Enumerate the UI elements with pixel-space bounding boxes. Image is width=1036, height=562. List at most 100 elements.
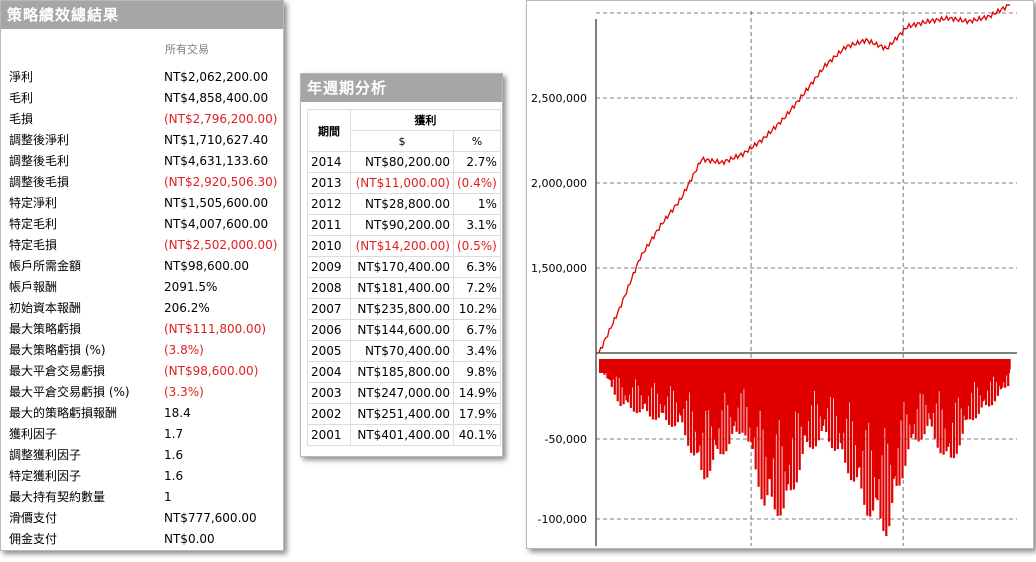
annual-analysis-panel: 年週期分析 期間 獲利 $ % 2014 NT$80,200.00 2.7% 2013… [300,73,503,457]
drawdown-bar [823,359,826,420]
drawdown-bar [786,359,790,485]
drawdown-bar [712,359,715,460]
annual-amount-cell: NT$80,200.00 [350,151,454,173]
summary-row-value: 1 [164,490,172,504]
annual-year-cell: 2010 [307,235,351,257]
annual-percent-cell: 7.2% [453,277,501,299]
summary-row-value: (NT$98,600.00) [164,364,259,378]
drawdown-bar [957,359,960,398]
drawdown-bar [748,359,751,428]
annual-percent-cell: 6.3% [453,256,501,278]
summary-row-label: 特定淨利 [9,196,58,210]
drawdown-bar [628,359,631,395]
drawdown-bar [825,359,828,432]
summary-row: 淨利 NT$2,062,200.00 [1,67,283,88]
drawdown-bar [685,359,688,401]
drawdown-bar [701,359,704,433]
drawdown-bar [624,359,627,396]
summary-row-value: (3.8%) [164,343,204,357]
drawdown-bar [885,359,888,537]
drawdown-bar [932,359,935,413]
summary-row-value: NT$4,631,133.60 [164,154,269,168]
drawdown-bar [729,359,732,417]
annual-amount-cell: NT$144,600.00 [350,319,454,341]
drawdown-bar [897,359,900,448]
drawdown-bar [668,359,671,425]
summary-row-label: 最大持有契約數量 [9,490,106,504]
drawdown-bar [866,359,869,516]
equity-tick-label: 2,000,000 [531,177,587,190]
drawdown-bar [690,359,693,453]
drawdown-bar [626,359,630,403]
drawdown-bar [936,359,939,448]
summary-row-value: 1.6 [164,448,184,462]
annual-amount-cell: NT$235,800.00 [350,298,454,320]
drawdown-bar [820,359,823,431]
annual-row: 2002 NT$251,400.00 17.9% [307,403,501,425]
drawdown-bar [814,359,817,447]
summary-row-label: 最大平倉交易虧損 [9,364,106,378]
drawdown-bar [660,359,663,413]
drawdown-bar [873,359,876,477]
drawdown-bar [641,359,644,409]
drawdown-bar [656,359,659,394]
drawdown-bar [933,359,936,439]
drawdown-bar [785,359,788,491]
drawdown-bar [798,359,801,471]
drawdown-bar [948,359,951,444]
drawdown-bar [726,359,729,406]
drawdown-bar [723,359,726,393]
annual-amount-cell: NT$251,400.00 [350,403,454,425]
drawdown-bar [974,359,977,419]
annual-row: 2004 NT$185,800.00 9.8% [307,361,501,383]
drawdown-bar [826,359,829,409]
annual-amount-cell: (NT$11,000.00) [350,172,454,194]
drawdown-bar [967,359,970,406]
drawdown-bar [964,359,967,421]
drawdown-bar [769,359,772,480]
drawdown-bar [681,359,684,423]
annual-row: 2010 (NT$14,200.00) (0.5%) [307,235,501,257]
drawdown-bar [778,359,781,420]
drawdown-bar [901,359,904,479]
drawdown-tick-label: -50,000 [545,433,587,446]
summary-row: 佣金支付 NT$0.00 [1,529,283,550]
drawdown-bar [828,359,831,442]
drawdown-bar [939,359,942,454]
drawdown-bar [867,359,870,423]
summary-row: 最大持有契約數量 1 [1,487,283,508]
annual-row: 2012 NT$28,800.00 1% [307,193,501,215]
summary-row: 毛利 NT$4,858,400.00 [1,88,283,109]
summary-row-label: 調整後淨利 [9,133,70,147]
performance-summary-panel: 策略績效總結果 所有交易 淨利 NT$2,062,200.00 毛利 NT$4,858… [0,0,284,551]
drawdown-bar [644,359,647,404]
summary-row-value: 1.6 [164,469,184,483]
drawdown-bar [747,359,750,442]
drawdown-bar [651,359,654,420]
summary-row-label: 調整後毛利 [9,154,70,168]
drawdown-bar [638,359,641,413]
drawdown-bar [739,359,743,394]
drawdown-bar [745,359,748,407]
drawdown-bar [789,359,792,491]
equity-curve-panel: 1,500,000 2,000,000 2,500,000 -50,000 -100,0… [526,0,1034,549]
annual-row: 2014 NT$80,200.00 2.7% [307,151,501,173]
drawdown-bar [782,359,785,509]
annual-row: 2007 NT$235,800.00 10.2% [307,298,501,320]
summary-row: 最大策略虧損 (NT$111,800.00) [1,319,283,340]
drawdown-bar [914,359,917,440]
drawdown-bar [860,359,863,489]
drawdown-bar [850,359,853,481]
drawdown-bar [775,359,778,435]
drawdown-bar [899,359,903,421]
drawdown-bar [710,359,713,427]
drawdown-bar [879,359,882,519]
drawdown-bar [692,359,696,456]
annual-row: 2013 (NT$11,000.00) (0.4%) [307,172,501,194]
drawdown-bar [961,359,964,434]
annual-percent-cell: 10.2% [453,298,501,320]
drawdown-bar [886,359,889,444]
summary-row-label: 帳戶所需金額 [9,259,82,273]
drawdown-bar [880,359,883,456]
drawdown-bar [952,359,955,459]
